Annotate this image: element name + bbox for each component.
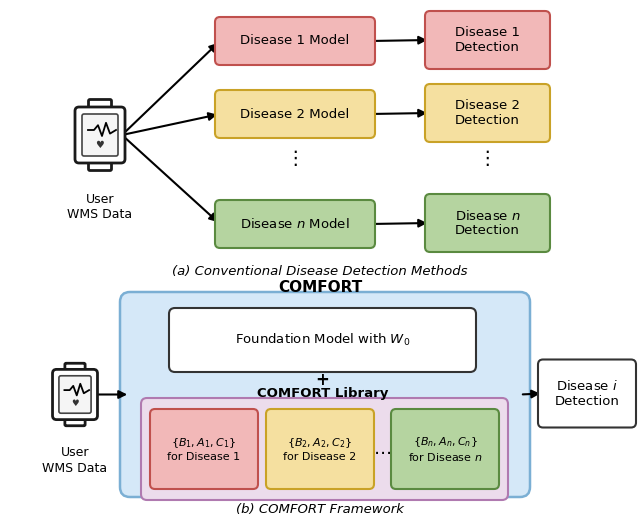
Text: ⋮: ⋮ — [285, 150, 305, 168]
FancyBboxPatch shape — [266, 409, 374, 489]
FancyBboxPatch shape — [215, 17, 375, 65]
Text: Disease 1
Detection: Disease 1 Detection — [455, 26, 520, 54]
Text: +: + — [316, 371, 330, 389]
Text: (b) COMFORT Framework: (b) COMFORT Framework — [236, 503, 404, 516]
Text: $\{B_n, A_n, C_n\}$
for Disease $n$: $\{B_n, A_n, C_n\}$ for Disease $n$ — [408, 435, 482, 463]
FancyBboxPatch shape — [59, 376, 91, 413]
FancyBboxPatch shape — [538, 359, 636, 427]
Text: Foundation Model with $W_0$: Foundation Model with $W_0$ — [235, 332, 410, 348]
Text: Disease $n$
Detection: Disease $n$ Detection — [454, 209, 520, 237]
Text: COMFORT: COMFORT — [278, 280, 362, 295]
Text: User
WMS Data: User WMS Data — [67, 193, 132, 221]
FancyBboxPatch shape — [150, 409, 258, 489]
FancyBboxPatch shape — [88, 157, 111, 170]
Text: Disease $n$ Model: Disease $n$ Model — [240, 217, 350, 231]
Text: User
WMS Data: User WMS Data — [42, 447, 108, 474]
Text: Disease 2 Model: Disease 2 Model — [241, 108, 349, 121]
FancyBboxPatch shape — [52, 369, 97, 420]
FancyBboxPatch shape — [141, 398, 508, 500]
Text: ⋮: ⋮ — [477, 150, 497, 168]
Text: ♥: ♥ — [95, 140, 104, 150]
FancyBboxPatch shape — [391, 409, 499, 489]
Text: (a) Conventional Disease Detection Methods: (a) Conventional Disease Detection Metho… — [172, 265, 468, 278]
Text: ♥: ♥ — [71, 399, 79, 408]
FancyBboxPatch shape — [65, 414, 85, 426]
FancyBboxPatch shape — [65, 363, 85, 375]
Text: Disease 1 Model: Disease 1 Model — [241, 35, 349, 48]
FancyBboxPatch shape — [425, 84, 550, 142]
Text: COMFORT Library: COMFORT Library — [257, 387, 388, 400]
FancyBboxPatch shape — [425, 194, 550, 252]
Text: …: … — [373, 440, 392, 458]
FancyBboxPatch shape — [82, 114, 118, 156]
FancyBboxPatch shape — [169, 308, 476, 372]
FancyBboxPatch shape — [215, 200, 375, 248]
FancyBboxPatch shape — [88, 99, 111, 112]
FancyBboxPatch shape — [120, 292, 530, 497]
Text: Disease $i$
Detection: Disease $i$ Detection — [555, 379, 620, 408]
FancyBboxPatch shape — [75, 107, 125, 163]
FancyBboxPatch shape — [215, 90, 375, 138]
Text: $\{B_2, A_2, C_2\}$
for Disease 2: $\{B_2, A_2, C_2\}$ for Disease 2 — [284, 436, 356, 462]
Text: Disease 2
Detection: Disease 2 Detection — [455, 99, 520, 127]
Text: $\{B_1, A_1, C_1\}$
for Disease 1: $\{B_1, A_1, C_1\}$ for Disease 1 — [168, 436, 241, 462]
FancyBboxPatch shape — [425, 11, 550, 69]
